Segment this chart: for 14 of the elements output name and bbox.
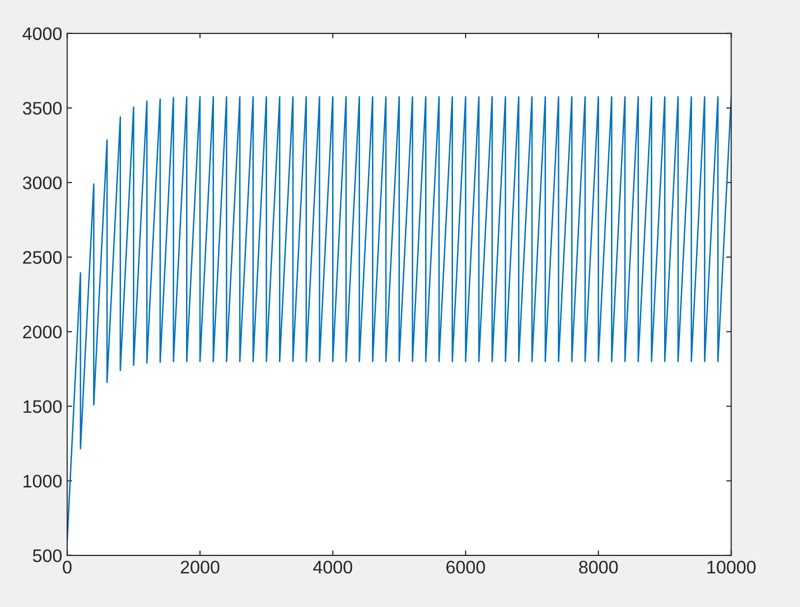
y-tick-label: 2000 [23, 326, 62, 338]
y-tick-label: 500 [32, 549, 62, 562]
x-tick-label: 6000 [446, 560, 485, 574]
x-tick-label: 10000 [707, 560, 756, 574]
y-tick-label: 1000 [24, 474, 62, 488]
x-tick-label: 4000 [313, 560, 352, 574]
y-tick-label: 4000 [22, 27, 62, 40]
y-tick-label: 3000 [22, 176, 62, 190]
y-tick-label: 1500 [24, 400, 62, 413]
y-tick-label: 3500 [22, 102, 62, 115]
x-tick-label: 0 [62, 560, 72, 574]
x-tick-label: 2000 [180, 560, 220, 574]
y-tick-label: 2500 [23, 251, 62, 264]
x-tick-label: 8000 [579, 560, 618, 574]
